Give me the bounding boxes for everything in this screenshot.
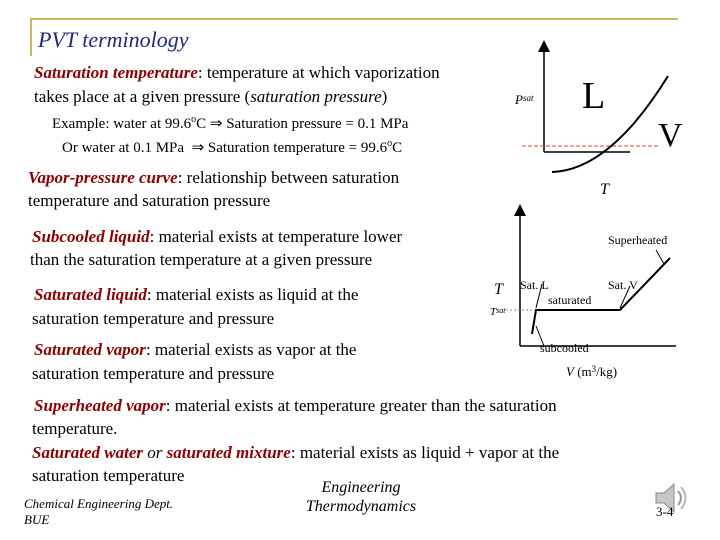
saturation-temperature-line1: Saturation temperature: temperature at w… (34, 63, 440, 82)
sat-l-pointer (535, 283, 543, 309)
page-number: 3-4 (656, 504, 674, 519)
saturation-temperature-line2: takes place at a given pressure (saturat… (34, 87, 388, 106)
saturated-vapor-line1: Saturated vapor: material exists as vapo… (34, 340, 357, 359)
implies-arrow-icon: ⇒ (191, 138, 205, 156)
tsat-label: Tsat (490, 306, 506, 318)
sat-l-label: Sat. L (520, 278, 549, 292)
saturated-water-term: Saturated water (32, 443, 143, 462)
sat-v-pointer (619, 285, 631, 309)
pt-diagram: Psat L V T (514, 40, 683, 198)
liquid-label: L (582, 75, 605, 117)
saturated-liquid-term: Saturated liquid (34, 285, 147, 304)
superheated-vapor-line1: Superheated vapor: material exists at te… (34, 396, 557, 415)
title-frame-left (30, 18, 32, 56)
subcooled-liquid-term: Subcooled liquid (32, 227, 150, 246)
pt-t-label: T (600, 181, 610, 198)
saturation-temperature-term: Saturation temperature (34, 63, 198, 82)
saturated-mixture-term: saturated mixture (166, 443, 291, 462)
example-1: Example: water at 99.6oC ⇒ Saturation pr… (52, 114, 409, 132)
vapor-pressure-line1: Vapor-pressure curve: relationship betwe… (28, 168, 400, 187)
example-2: Or water at 0.1 MPa ⇒ Saturation tempera… (62, 138, 403, 156)
subcooled-liquid-line1: Subcooled liquid: material exists at tem… (32, 227, 403, 246)
saturated-vapor-term: Saturated vapor (34, 340, 146, 359)
isobar-curve (531, 257, 671, 335)
sat-v-label: Sat. V (608, 278, 638, 292)
implies-arrow-icon: ⇒ (209, 114, 223, 132)
superheated-vapor-term: Superheated vapor (34, 396, 166, 415)
vapor-pressure-line2: temperature and saturation pressure (28, 191, 271, 210)
superheated-pointer (655, 249, 665, 265)
pt-p-label: Psat (514, 92, 534, 107)
saturated-label: saturated (548, 293, 591, 307)
saturated-liquid-line1: Saturated liquid: material exists as liq… (34, 285, 359, 304)
speaker-icon[interactable] (652, 480, 688, 516)
vapor-pressure-curve-term: Vapor-pressure curve (28, 168, 178, 187)
superheated-label: Superheated (608, 233, 667, 247)
saturated-water-line2: saturation temperature (32, 466, 185, 485)
saturated-liquid-line2: saturation temperature and pressure (32, 309, 275, 328)
footer-dept: Chemical Engineering Dept. BUE (24, 496, 174, 527)
subcooled-pointer (535, 325, 545, 347)
tv-diagram: T Tsat Superheated Sat. L Sat. V saturat… (490, 204, 676, 379)
subcooled-label: subcooled (540, 341, 589, 355)
vapor-label: V (658, 117, 683, 154)
title-frame-top (30, 18, 678, 20)
vapor-pressure-curve (551, 75, 669, 173)
footer-course: Engineering Thermodynamics (305, 479, 417, 515)
saturated-vapor-line2: saturation temperature and pressure (32, 364, 275, 383)
superheated-vapor-line2: temperature. (32, 419, 118, 438)
subcooled-liquid-line2: than the saturation temperature at a giv… (30, 250, 373, 269)
v-axis-label: V (m3/kg) (566, 364, 617, 379)
tv-t-label: T (494, 281, 504, 298)
saturated-water-line1: Saturated water or saturated mixture: ma… (32, 443, 560, 462)
page-title: PVT terminology (38, 27, 189, 52)
